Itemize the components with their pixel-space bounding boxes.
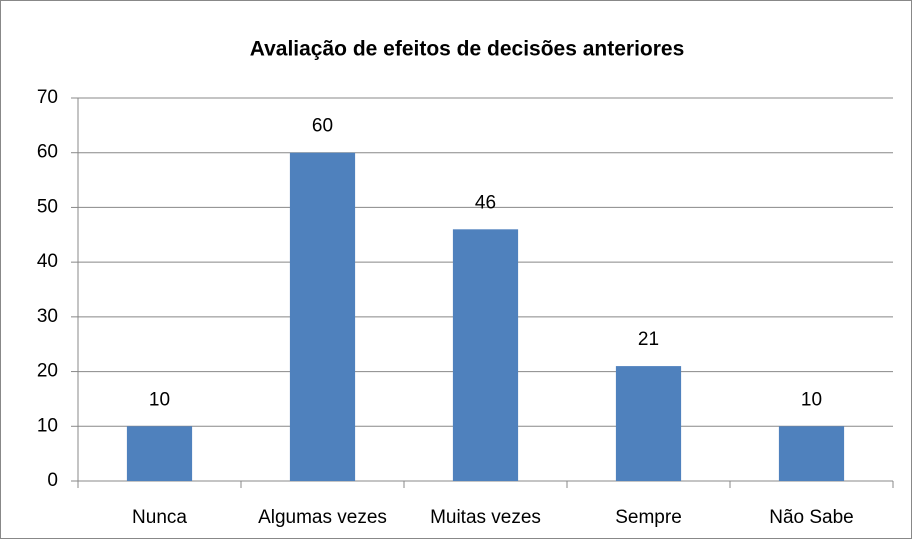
data-label: 46 xyxy=(475,192,496,213)
data-label: 10 xyxy=(149,389,170,410)
y-tick-label: 0 xyxy=(47,470,58,491)
x-tick-label: Não Sabe xyxy=(769,507,854,528)
bar xyxy=(778,426,845,481)
x-tick-label: Sempre xyxy=(615,507,682,528)
y-tick-label: 20 xyxy=(37,361,58,382)
y-tick-label: 60 xyxy=(37,142,58,163)
y-tick-label: 30 xyxy=(37,306,58,327)
bar xyxy=(289,152,356,481)
bar xyxy=(452,229,519,481)
bar xyxy=(615,366,682,481)
chart-title: Avaliação de efeitos de decisões anterio… xyxy=(250,38,685,61)
data-label: 10 xyxy=(801,389,822,410)
data-label: 60 xyxy=(312,116,333,137)
x-tick-label: Muitas vezes xyxy=(430,507,541,528)
bar xyxy=(126,426,193,481)
y-tick-label: 40 xyxy=(37,251,58,272)
y-tick-label: 10 xyxy=(37,415,58,436)
x-tick-label: Nunca xyxy=(132,507,187,528)
y-tick-label: 70 xyxy=(37,87,58,108)
x-tick-label: Algumas vezes xyxy=(258,507,387,528)
y-tick-label: 50 xyxy=(37,196,58,217)
data-label: 21 xyxy=(638,329,659,350)
